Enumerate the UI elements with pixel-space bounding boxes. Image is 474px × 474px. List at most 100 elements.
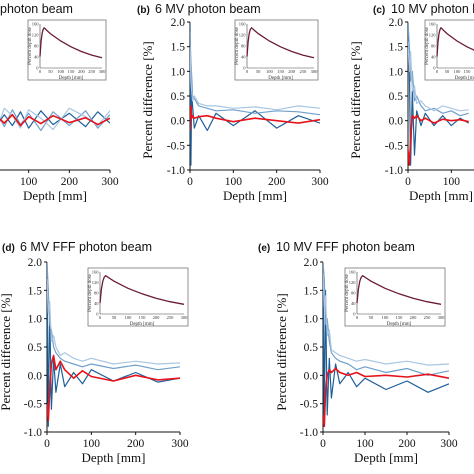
inset-y-tick-label: 160 xyxy=(429,22,437,27)
y-tick-label: -0.5 xyxy=(24,399,42,411)
series-line-2 xyxy=(190,46,320,111)
inset-x-tick-label: 0 xyxy=(246,69,249,74)
series-line-2 xyxy=(408,41,469,112)
inset-y-tick-label: 120 xyxy=(349,280,357,285)
y-tick-label: 1.0 xyxy=(389,66,404,78)
inset-x-label: Depth [mm] xyxy=(455,76,474,81)
y-tick-label: 0.0 xyxy=(389,116,404,128)
x-tick-label: 100 xyxy=(225,176,243,188)
panel-d: -1.0 -0.5 0.0 0.5 1.0 1.5 2.0 0 100 200 300 Depth [… xyxy=(0,257,189,465)
x-tick-label: 0 xyxy=(44,438,50,450)
inset-y-tick-label: 160 xyxy=(92,270,100,275)
inset-y-tick-label: 0 xyxy=(36,66,39,71)
inset-y-tick-label: 40 xyxy=(94,301,99,306)
y-tick-label: -0.5 xyxy=(300,399,318,411)
inset-pdd-curve xyxy=(39,26,103,59)
inset-y-tick-label: 0 xyxy=(96,312,99,317)
y-tick-label: 2.0 xyxy=(171,17,186,29)
y-tick-label: 0.5 xyxy=(304,342,319,354)
inset-y-tick-label: 80 xyxy=(94,291,99,296)
x-axis-label: Depth [mm] xyxy=(82,450,146,465)
x-axis-label: Depth [mm] xyxy=(223,188,287,203)
y-tick-label: 1.0 xyxy=(304,314,319,326)
inset-y-tick-label: 80 xyxy=(431,44,436,49)
panel-d-label: (d) xyxy=(2,243,15,254)
y-tick-label: -0.5 xyxy=(167,140,185,152)
inset-y-tick-label: 0 xyxy=(243,66,246,71)
x-tick-label: 0 xyxy=(405,176,411,188)
inset-frame xyxy=(424,19,474,81)
series-line-0 xyxy=(408,21,469,166)
x-tick-label: 300 xyxy=(440,438,458,450)
series-line-0 xyxy=(47,261,180,427)
inset-x-tick-label: 0 xyxy=(436,69,439,74)
panel-e-title: 10 MV FFF photon beam xyxy=(276,240,415,254)
inset-x-label: Depth [mm] xyxy=(387,322,412,327)
panel-d-title: 6 MV FFF photon beam xyxy=(20,240,152,254)
inset-x-tick-label: 50 xyxy=(112,315,117,320)
y-tick-label: 2.0 xyxy=(304,257,319,269)
inset-x-tick-label: 150 xyxy=(396,315,404,320)
x-tick-label: 200 xyxy=(127,438,145,450)
y-tick-label: 1.0 xyxy=(171,66,186,78)
inset-pdd-curve xyxy=(356,274,442,305)
inset-pdd-curve xyxy=(99,274,185,305)
inset-x-tick-label: 100 xyxy=(125,315,133,320)
y-tick-label: 1.5 xyxy=(171,42,186,54)
inset-y-label: Percent depth dose xyxy=(425,26,430,65)
x-tick-label: 200 xyxy=(61,176,79,188)
panel-b-title: 6 MV photon beam xyxy=(155,2,261,16)
panel-e-label: (e) xyxy=(258,243,270,254)
inset-x-label: Depth [mm] xyxy=(268,76,293,81)
y-tick-label: 2.0 xyxy=(389,17,404,29)
inset-x-tick-label: 300 xyxy=(181,315,189,320)
inset-x-tick-label: 50 xyxy=(256,69,261,74)
inset-x-tick-label: 50 xyxy=(369,315,374,320)
y-tick-label: -1.0 xyxy=(167,165,185,177)
inset-x-tick-label: 150 xyxy=(277,69,285,74)
inset-y-tick-label: 80 xyxy=(351,291,356,296)
inset-x-tick-label: 100 xyxy=(266,69,274,74)
y-tick-label: 1.5 xyxy=(389,42,404,54)
y-tick-label: -0.5 xyxy=(385,140,403,152)
x-tick-label: 100 xyxy=(83,438,101,450)
inset-x-tick-label: 250 xyxy=(167,315,175,320)
series-line-3 xyxy=(47,354,180,422)
y-tick-label: 0.0 xyxy=(28,370,43,382)
inset-x-tick-label: 200 xyxy=(78,69,86,74)
series-line-3 xyxy=(190,105,320,131)
y-tick-label: 0.5 xyxy=(28,342,43,354)
inset-x-tick-label: 50 xyxy=(445,69,450,74)
x-tick-label: 200 xyxy=(398,438,416,450)
y-tick-label: 0.0 xyxy=(304,370,319,382)
panel-b-label: (b) xyxy=(137,5,150,16)
inset-y-tick-label: 40 xyxy=(241,55,246,60)
y-tick-label: 1.0 xyxy=(28,314,43,326)
x-tick-label: 100 xyxy=(443,176,461,188)
inset-y-tick-label: 80 xyxy=(34,44,39,49)
y-axis-label: Percent difference [%] xyxy=(140,41,155,158)
inset-x-tick-label: 150 xyxy=(68,69,76,74)
inset-y-tick-label: 120 xyxy=(92,280,100,285)
inset-x-tick-label: 150 xyxy=(139,315,147,320)
inset-pdd-curve xyxy=(436,26,474,57)
series-group xyxy=(0,107,110,132)
series-group xyxy=(190,21,320,166)
panel-c-label: (c) xyxy=(373,5,385,16)
x-tick-label: 300 xyxy=(171,438,189,450)
inset-y-tick-label: 80 xyxy=(241,44,246,49)
inset-y-tick-label: 160 xyxy=(239,22,247,27)
inset-x-tick-label: 0 xyxy=(39,69,42,74)
y-axis-label: Percent difference [%] xyxy=(274,293,289,410)
inset-x-tick-label: 200 xyxy=(410,315,418,320)
inset-x-tick-label: 100 xyxy=(454,69,462,74)
panel-c-title: 10 MV photon beam xyxy=(391,2,474,16)
series-line-2 xyxy=(323,273,449,366)
y-tick-label: 0.5 xyxy=(389,91,404,103)
x-tick-label: 300 xyxy=(101,176,119,188)
series-line-2 xyxy=(47,278,180,365)
x-tick-label: 100 xyxy=(20,176,38,188)
